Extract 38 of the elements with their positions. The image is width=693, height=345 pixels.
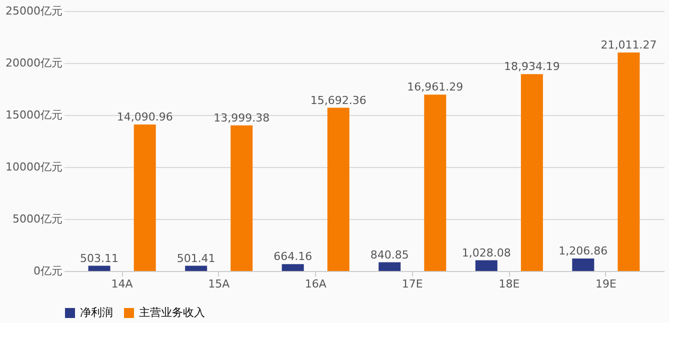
x-tick-label: 19E (595, 278, 616, 290)
data-label: 15,692.36 (310, 94, 366, 107)
bar (572, 258, 594, 271)
data-label: 840.85 (370, 248, 409, 262)
y-tick-label: 25000亿元 (6, 4, 62, 18)
y-tick-label: 10000亿元 (6, 160, 62, 174)
x-tick-label: 16A (304, 278, 327, 290)
bar (134, 124, 156, 271)
legend-label: 净利润 (80, 306, 113, 319)
data-label: 18,934.19 (504, 60, 560, 74)
bar (88, 266, 110, 271)
bar (327, 108, 350, 271)
x-tick-label: 15A (208, 278, 230, 290)
bar (618, 52, 640, 271)
data-label: 1,206.86 (558, 244, 608, 258)
bar (475, 260, 498, 271)
data-label: 1,028.08 (462, 246, 511, 260)
data-label: 21,011.27 (600, 38, 657, 52)
bar (230, 125, 253, 271)
data-label: 13,999.38 (214, 111, 270, 124)
x-tick-label: 18E (498, 278, 520, 290)
data-label: 503.11 (80, 252, 119, 265)
legend-label: 主营业务收入 (139, 306, 205, 319)
bar (378, 262, 401, 271)
bar (424, 94, 446, 271)
bar (520, 74, 543, 271)
x-tick-label: 14A (111, 278, 134, 290)
y-tick-label: 15000亿元 (6, 108, 62, 122)
y-tick-label: 0亿元 (34, 264, 62, 278)
y-tick-label: 20000亿元 (6, 56, 62, 70)
y-tick-label: 5000亿元 (12, 212, 62, 226)
data-label: 664.16 (274, 250, 312, 264)
bar (282, 264, 304, 271)
data-label: 14,090.96 (116, 110, 173, 124)
data-label: 16,961.29 (407, 80, 464, 94)
data-label: 501.41 (176, 252, 216, 265)
bar (185, 266, 208, 271)
x-tick-label: 17E (402, 278, 423, 290)
